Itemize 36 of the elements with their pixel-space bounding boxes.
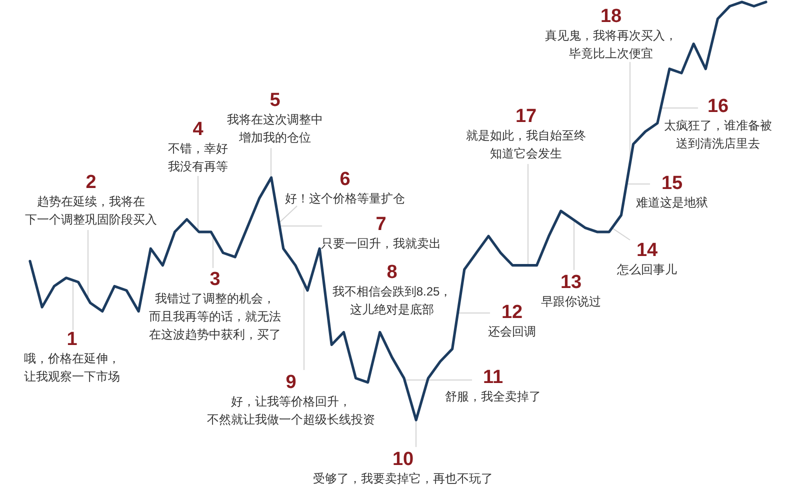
annotation: 16 (707, 96, 729, 118)
annotation: 难道这是地狱 (635, 195, 708, 210)
text: 受够了，我要卖掉它，再也不玩了 (313, 471, 493, 486)
annotation: 我错过了调整的机会，而且我再等的话，就无法在这波趋势中获利，买了 (149, 291, 281, 342)
annotation: 早跟你说过 (541, 294, 601, 308)
annotation: 3 (210, 269, 220, 290)
annotation: 我不相信会跌到8.25，这儿绝对是底部 (332, 284, 452, 316)
annotation: 真见鬼，我将再次买入，毕竟比上次便宜 (545, 28, 677, 60)
annotation: 1 (66, 329, 78, 350)
annotation: 舒服，我全卖掉了 (445, 389, 541, 404)
text: 10 (392, 449, 414, 470)
annotation: 就是如此，我自始至终知道它会发生 (466, 128, 586, 160)
annotation: 趋势在延续，我将在下一个调整巩固阶段买入 (25, 194, 157, 226)
annotation: 我将在这次调整中增加我的仓位 (227, 112, 323, 144)
annotation: 只要一回升，我就卖出 (321, 236, 441, 250)
annotation: 6 (340, 169, 350, 190)
annotation: 15 (661, 173, 683, 194)
annotation: 8 (386, 262, 398, 284)
annotation: 9 (286, 372, 296, 394)
annotation: 好，让我等价格回升，不然就让我做一个超级长线投资 (207, 394, 375, 426)
annotation: 太疯狂了，谁准备被送到清洗店里去 (664, 118, 772, 150)
annotation: 12 (501, 302, 523, 324)
annotation: 18 (600, 6, 622, 28)
annotation: 好！这个价格等量扩仓 (285, 191, 405, 206)
annotation: 不错，幸好我没有再等 (168, 141, 228, 174)
annotation: 13 (560, 272, 582, 294)
annotation: 14 (636, 240, 658, 262)
annotation: 7 (376, 214, 386, 236)
annotation: 17 (515, 106, 537, 128)
annotation: 怎么回事儿 (616, 262, 677, 276)
annotation: 11 (482, 367, 504, 388)
annotation: 哦，价格在延伸，让我观察一下市场 (24, 351, 120, 384)
annotation: 4 (192, 119, 204, 140)
annotation: 2 (86, 172, 96, 194)
annotation: 5 (270, 90, 281, 112)
annotation: 还会回调 (488, 324, 536, 338)
